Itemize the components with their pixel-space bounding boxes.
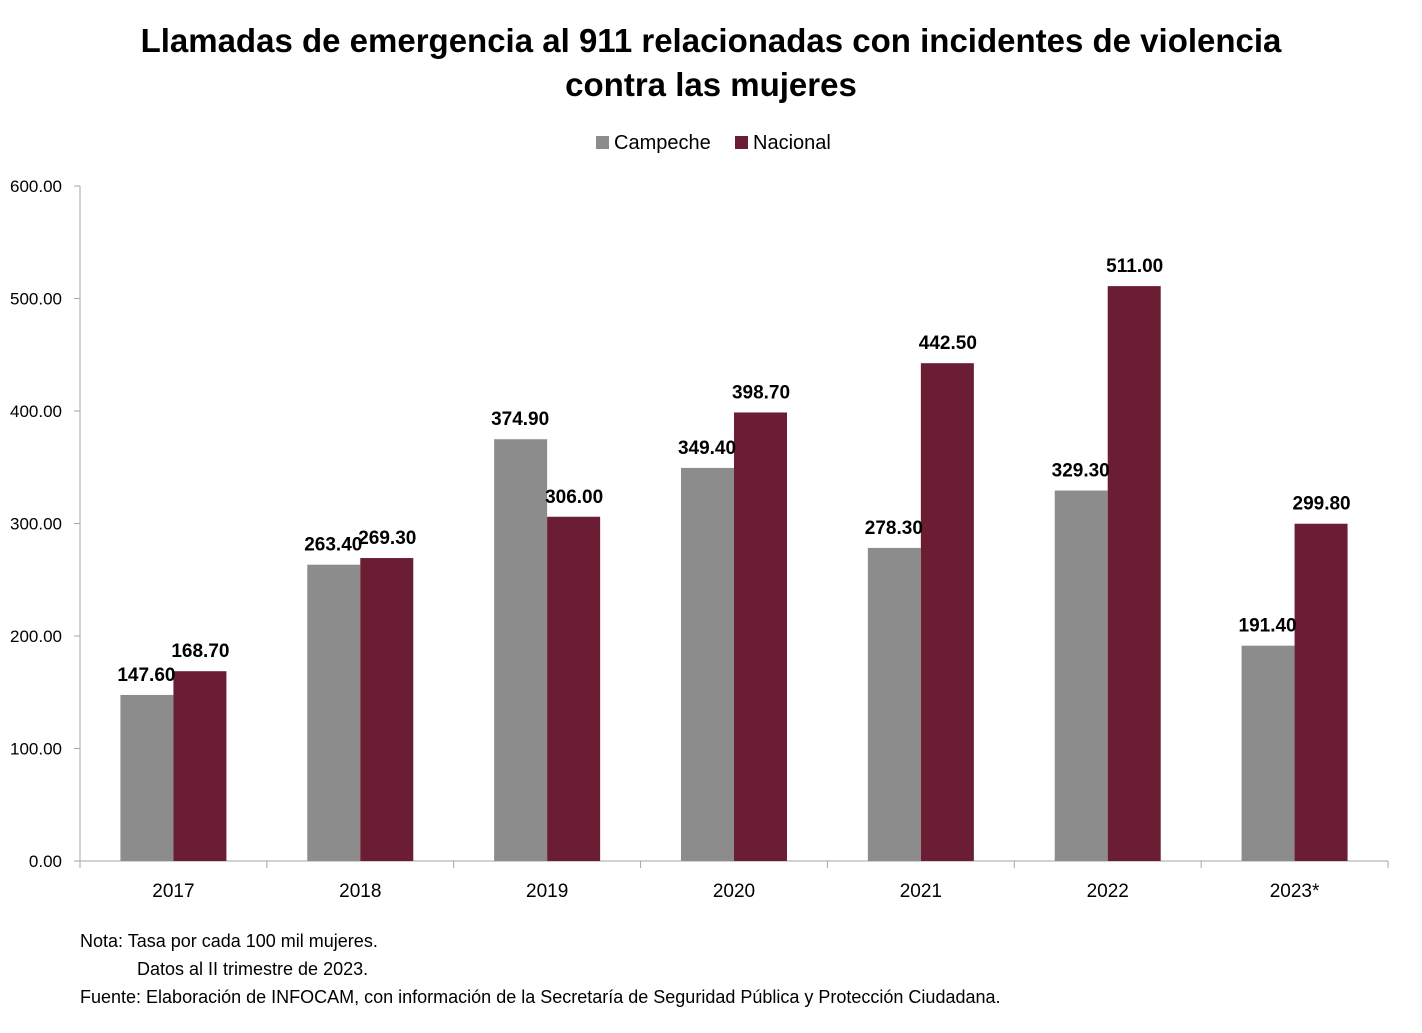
footnote-nota: Nota: Tasa por cada 100 mil mujeres. bbox=[80, 931, 378, 951]
legend: Campeche Nacional bbox=[596, 132, 831, 154]
chart-title-line-1: Llamadas de emergencia al 911 relacionad… bbox=[141, 22, 1282, 59]
x-tick-label: 2017 bbox=[152, 881, 194, 902]
y-tick-label: 600.00 bbox=[10, 177, 62, 196]
y-tick-label: 200.00 bbox=[10, 627, 62, 646]
x-tick-label: 2020 bbox=[713, 881, 755, 902]
data-label-nacional: 306.00 bbox=[545, 487, 603, 508]
x-tick-label: 2018 bbox=[339, 881, 381, 902]
bar-nacional-2018 bbox=[360, 558, 414, 861]
x-tick-label: 2022 bbox=[1087, 881, 1129, 902]
data-label-campeche: 374.90 bbox=[491, 409, 549, 430]
data-label-campeche: 263.40 bbox=[304, 535, 362, 556]
bar-campeche-2020 bbox=[681, 467, 734, 861]
footnote-datos: Datos al II trimestre de 2023. bbox=[137, 959, 369, 979]
footnote-fuente: Fuente: Elaboración de INFOCAM, con info… bbox=[80, 987, 1001, 1007]
data-label-nacional: 442.50 bbox=[919, 333, 977, 354]
data-label-campeche: 191.40 bbox=[1239, 616, 1297, 637]
bar-campeche-2023 bbox=[1241, 645, 1295, 861]
data-label-campeche: 329.30 bbox=[1052, 461, 1110, 482]
bar-nacional-2019 bbox=[547, 516, 601, 861]
bars bbox=[120, 286, 1348, 861]
legend-swatch-nacional bbox=[735, 136, 748, 149]
x-axis: 2017 2018 2019 2020 2021 2022 2023* bbox=[79, 860, 1389, 902]
x-tick-label: 2019 bbox=[526, 881, 568, 902]
data-label-campeche: 278.30 bbox=[865, 518, 923, 539]
data-label-nacional: 269.30 bbox=[358, 528, 416, 549]
y-axis: 0.00 100.00 200.00 300.00 400.00 500.00 600.00 bbox=[10, 177, 81, 871]
y-tick-label: 100.00 bbox=[10, 740, 62, 759]
data-label-campeche: 349.40 bbox=[678, 438, 736, 459]
data-label-nacional: 168.70 bbox=[171, 641, 229, 662]
y-tick-label: 300.00 bbox=[10, 515, 62, 534]
bar-nacional-2023 bbox=[1294, 523, 1348, 861]
bar-campeche-2021 bbox=[867, 547, 921, 861]
bar-nacional-2017 bbox=[173, 671, 227, 861]
x-tick-label: 2023* bbox=[1270, 881, 1320, 902]
legend-label-campeche: Campeche bbox=[614, 132, 711, 154]
data-label-nacional: 398.70 bbox=[732, 382, 790, 403]
legend-label-nacional: Nacional bbox=[753, 132, 831, 154]
data-label-nacional: 511.00 bbox=[1106, 256, 1163, 277]
bar-campeche-2017 bbox=[120, 694, 174, 861]
data-label-campeche: 147.60 bbox=[117, 665, 175, 686]
y-tick-label: 500.00 bbox=[10, 290, 62, 309]
x-tick-label: 2021 bbox=[900, 881, 942, 902]
bar-campeche-2018 bbox=[307, 564, 361, 861]
bar-nacional-2021 bbox=[920, 363, 974, 861]
bar-nacional-2020 bbox=[734, 412, 787, 861]
bar-campeche-2022 bbox=[1054, 490, 1108, 861]
bar-nacional-2022 bbox=[1107, 286, 1161, 861]
y-tick-label: 400.00 bbox=[10, 402, 62, 421]
legend-swatch-campeche bbox=[596, 136, 609, 149]
y-tick-label: 0.00 bbox=[29, 852, 62, 871]
bar-campeche-2019 bbox=[494, 439, 548, 861]
data-label-nacional: 299.80 bbox=[1293, 494, 1351, 515]
chart-title-line-2: contra las mujeres bbox=[565, 66, 857, 103]
